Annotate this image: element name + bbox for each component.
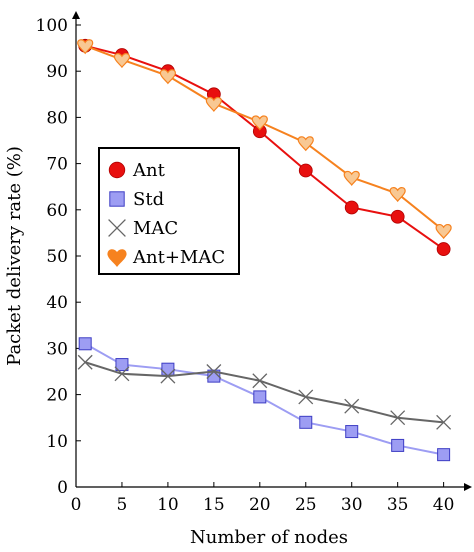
data-point bbox=[115, 358, 129, 372]
series-std bbox=[78, 337, 451, 462]
y-tick-label: 70 bbox=[46, 155, 68, 175]
data-point bbox=[77, 39, 94, 55]
data-point-stroke bbox=[252, 373, 268, 389]
data-point-stroke bbox=[206, 364, 222, 379]
legend-item: MAC bbox=[108, 218, 178, 239]
y-tick-label: 40 bbox=[46, 293, 68, 313]
data-point bbox=[161, 362, 175, 376]
data-point-stroke bbox=[114, 366, 130, 382]
y-axis-label: Packet delivery rate (%) bbox=[4, 146, 25, 366]
data-point bbox=[107, 249, 127, 267]
x-tick-label: 5 bbox=[117, 495, 128, 515]
data-point-stroke bbox=[344, 398, 360, 414]
data-point bbox=[114, 366, 130, 382]
data-point bbox=[344, 398, 360, 414]
y-tick-label: 100 bbox=[36, 16, 68, 36]
data-point bbox=[391, 438, 405, 452]
data-point-stroke bbox=[108, 219, 126, 237]
data-point bbox=[159, 69, 177, 85]
data-point bbox=[436, 414, 452, 430]
x-tick-label: 20 bbox=[249, 495, 271, 515]
data-point bbox=[297, 136, 314, 152]
data-point-stroke bbox=[160, 368, 176, 384]
x-tick-label: 40 bbox=[433, 495, 455, 515]
legend-item: Std bbox=[109, 189, 164, 210]
x-tick-label: 10 bbox=[157, 495, 179, 515]
data-point bbox=[343, 170, 360, 186]
data-point bbox=[390, 209, 405, 224]
legend-label: Ant+MAC bbox=[132, 247, 225, 268]
y-tick-label: 0 bbox=[57, 478, 68, 498]
y-axis-arrow bbox=[72, 11, 80, 19]
data-point bbox=[390, 410, 406, 426]
y-tick-label: 60 bbox=[46, 201, 68, 221]
y-tick-label: 80 bbox=[46, 108, 68, 128]
data-point bbox=[298, 389, 314, 405]
data-point bbox=[109, 191, 125, 207]
data-point bbox=[437, 448, 451, 462]
y-tick-label: 10 bbox=[46, 432, 68, 452]
x-axis-label: Number of nodes bbox=[190, 527, 348, 548]
x-tick-label: 15 bbox=[203, 495, 225, 515]
x-tick-label: 25 bbox=[295, 495, 317, 515]
y-tick-label: 50 bbox=[46, 247, 68, 267]
data-point bbox=[345, 425, 359, 439]
plot-area: 0 10 20 30 40 50 60 70 80 90 100 0 5 10 15 20 25 30 35 40 bbox=[36, 11, 472, 515]
data-point bbox=[344, 200, 359, 215]
y-tick-label: 20 bbox=[46, 386, 68, 406]
data-point bbox=[298, 163, 313, 178]
data-point-stroke bbox=[77, 354, 93, 370]
data-point bbox=[389, 187, 406, 203]
data-point bbox=[299, 415, 313, 429]
data-point-stroke bbox=[436, 414, 452, 430]
data-point bbox=[108, 161, 126, 179]
legend-label: Ant bbox=[132, 160, 166, 181]
legend-item: Ant bbox=[108, 160, 166, 181]
legend-item: Ant+MAC bbox=[107, 247, 225, 268]
data-point bbox=[253, 390, 267, 404]
data-point bbox=[206, 364, 222, 379]
data-point-stroke bbox=[390, 410, 406, 426]
x-tick-label: 0 bbox=[71, 495, 82, 515]
data-point bbox=[205, 96, 222, 113]
y-tick-label: 30 bbox=[46, 339, 68, 359]
series-mac bbox=[77, 354, 452, 430]
y-tick-label: 90 bbox=[46, 62, 68, 82]
x-tick-label: 30 bbox=[341, 495, 363, 515]
legend: Ant Std MAC Ant+MAC bbox=[98, 147, 240, 275]
x-tick-label: 35 bbox=[387, 495, 409, 515]
data-point bbox=[77, 354, 93, 370]
legend-label: Std bbox=[133, 189, 164, 210]
data-point bbox=[252, 373, 268, 389]
data-point bbox=[108, 219, 126, 237]
data-point bbox=[160, 368, 176, 384]
legend-label: MAC bbox=[133, 218, 178, 239]
data-point-stroke bbox=[298, 389, 314, 405]
data-point bbox=[113, 53, 131, 69]
series-ant-mac bbox=[77, 39, 452, 240]
x-axis-arrow bbox=[464, 483, 472, 491]
data-point bbox=[436, 242, 451, 256]
data-point bbox=[251, 115, 268, 131]
data-point bbox=[435, 224, 452, 240]
data-point bbox=[78, 337, 92, 351]
